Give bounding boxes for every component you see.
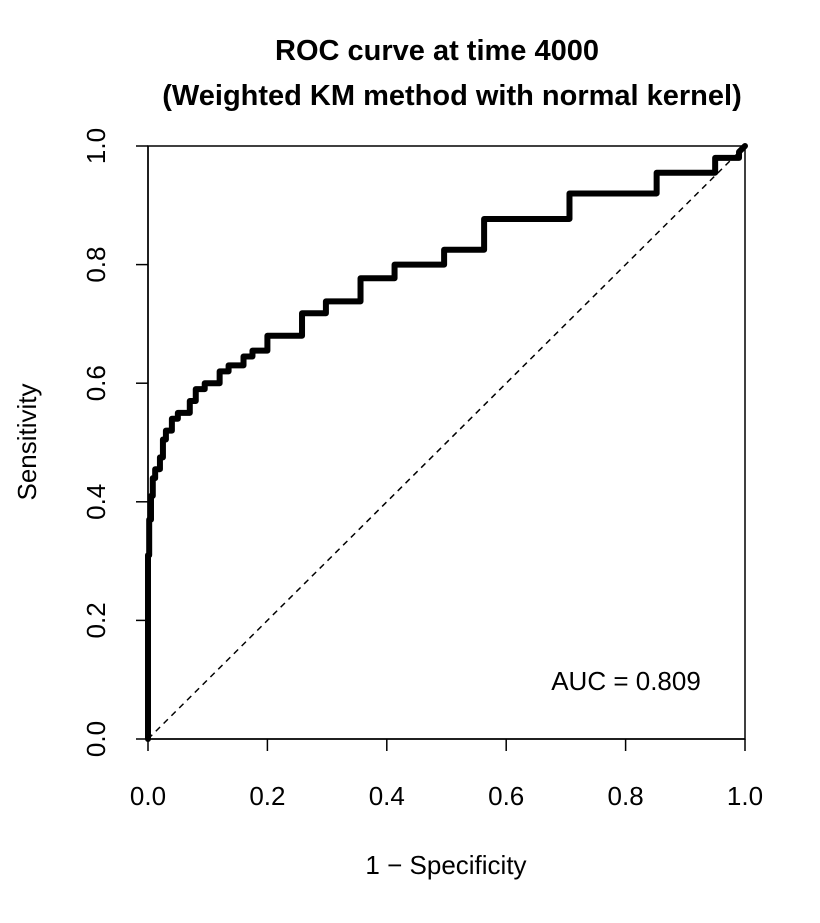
- x-tick-label: 0.8: [608, 781, 644, 811]
- x-tick-label: 0.6: [488, 781, 524, 811]
- x-axis: 0.0 0.2 0.4 0.6 0.8 1.0: [130, 738, 763, 811]
- chart-subtitle: (Weighted KM method with normal kernel): [162, 80, 742, 112]
- x-tick-label: 0.0: [130, 781, 166, 811]
- y-tick-label: 0.6: [81, 365, 111, 401]
- y-axis: 0.0 0.2 0.4 0.6 0.8 1.0: [81, 128, 149, 757]
- y-tick-label: 0.4: [81, 484, 111, 520]
- y-tick-label: 0.8: [81, 247, 111, 283]
- x-tick-label: 0.4: [369, 781, 405, 811]
- roc-curve-line: [145, 143, 748, 742]
- chart-title: ROC curve at time 4000: [275, 35, 599, 67]
- y-tick-label: 1.0: [81, 128, 111, 164]
- series-layer: [145, 143, 748, 742]
- y-axis-label: Sensitivity: [12, 383, 42, 500]
- auc-annotation: AUC = 0.809: [551, 666, 701, 696]
- x-tick-label: 0.2: [249, 781, 285, 811]
- y-tick-label: 0.0: [81, 721, 111, 757]
- y-tick-label: 0.2: [81, 602, 111, 638]
- reference-diagonal-line: [147, 145, 746, 740]
- x-tick-label: 1.0: [727, 781, 763, 811]
- x-axis-label: 1 − Specificity: [365, 850, 526, 880]
